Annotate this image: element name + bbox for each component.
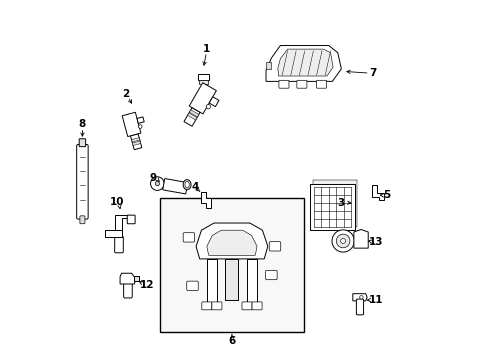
Text: 5: 5 <box>383 190 390 201</box>
Ellipse shape <box>184 181 189 188</box>
FancyBboxPatch shape <box>356 299 363 315</box>
Polygon shape <box>209 97 219 107</box>
Text: 9: 9 <box>149 173 156 183</box>
Polygon shape <box>122 112 141 136</box>
Circle shape <box>331 230 353 252</box>
Polygon shape <box>201 192 211 208</box>
Polygon shape <box>115 215 128 230</box>
Polygon shape <box>225 259 238 300</box>
Text: 13: 13 <box>368 237 383 247</box>
Polygon shape <box>189 83 216 114</box>
Text: 7: 7 <box>368 68 376 78</box>
Polygon shape <box>187 113 197 120</box>
Circle shape <box>336 234 349 248</box>
Circle shape <box>150 177 164 190</box>
Circle shape <box>340 238 345 243</box>
Text: 10: 10 <box>110 197 124 207</box>
Ellipse shape <box>183 180 191 190</box>
Bar <box>309 184 354 230</box>
FancyBboxPatch shape <box>79 139 85 147</box>
Polygon shape <box>131 138 140 142</box>
FancyBboxPatch shape <box>123 283 132 298</box>
FancyBboxPatch shape <box>80 216 85 224</box>
Bar <box>160 198 303 332</box>
Polygon shape <box>137 117 144 123</box>
Text: 12: 12 <box>140 280 154 290</box>
Polygon shape <box>130 134 142 150</box>
Text: 8: 8 <box>79 120 86 129</box>
FancyBboxPatch shape <box>278 80 288 88</box>
Circle shape <box>138 125 142 128</box>
Polygon shape <box>105 230 122 237</box>
FancyBboxPatch shape <box>127 215 135 224</box>
Polygon shape <box>163 179 187 194</box>
FancyBboxPatch shape <box>183 233 194 242</box>
Bar <box>312 180 357 226</box>
FancyBboxPatch shape <box>269 242 280 251</box>
FancyBboxPatch shape <box>202 302 211 310</box>
FancyBboxPatch shape <box>186 281 198 291</box>
Polygon shape <box>206 230 257 255</box>
Polygon shape <box>371 185 383 201</box>
Polygon shape <box>352 294 366 301</box>
Text: 1: 1 <box>203 44 210 54</box>
Polygon shape <box>183 108 200 126</box>
Polygon shape <box>189 110 199 117</box>
Circle shape <box>155 181 159 186</box>
Polygon shape <box>134 276 139 282</box>
Polygon shape <box>265 45 341 81</box>
FancyBboxPatch shape <box>296 80 306 88</box>
Polygon shape <box>265 62 271 69</box>
Polygon shape <box>132 141 141 145</box>
FancyBboxPatch shape <box>265 270 277 280</box>
Polygon shape <box>353 229 367 248</box>
Text: 3: 3 <box>337 198 344 208</box>
Polygon shape <box>120 273 136 284</box>
Text: 11: 11 <box>368 295 382 305</box>
Text: 2: 2 <box>122 89 129 99</box>
FancyBboxPatch shape <box>115 236 123 253</box>
FancyBboxPatch shape <box>251 302 262 310</box>
FancyBboxPatch shape <box>242 302 251 310</box>
Polygon shape <box>206 259 217 304</box>
Polygon shape <box>196 223 267 259</box>
FancyBboxPatch shape <box>211 302 222 310</box>
Polygon shape <box>197 74 208 80</box>
Text: 4: 4 <box>191 182 198 192</box>
Polygon shape <box>277 49 332 76</box>
FancyBboxPatch shape <box>77 144 88 219</box>
Text: 6: 6 <box>228 336 235 346</box>
Polygon shape <box>246 259 257 304</box>
FancyBboxPatch shape <box>316 80 326 88</box>
Polygon shape <box>199 80 207 84</box>
Circle shape <box>206 104 210 109</box>
Circle shape <box>359 296 363 299</box>
